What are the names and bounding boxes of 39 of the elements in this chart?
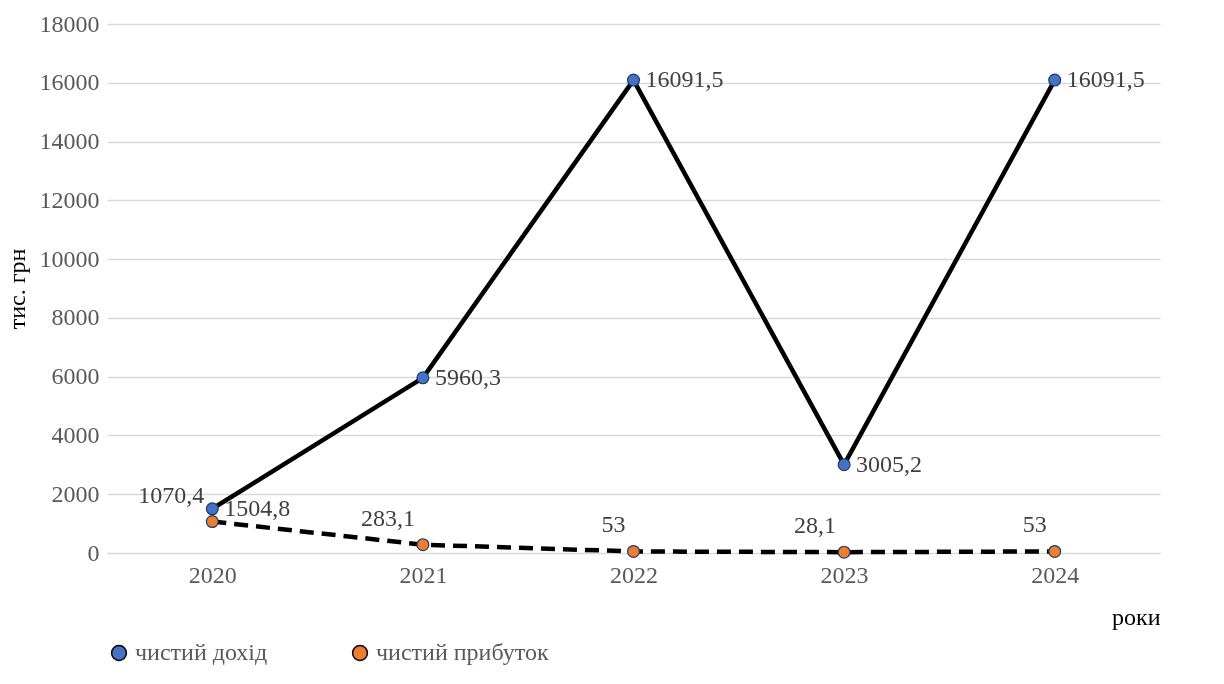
data-label: 283,1: [360, 504, 415, 531]
point: [1048, 73, 1062, 87]
data-label: 1504,8: [224, 494, 291, 521]
x-axis-title: роки: [1111, 603, 1161, 630]
x-tick-label: 2022: [610, 561, 658, 588]
y-tick-label: 18000: [39, 10, 100, 37]
y-axis-title: тис. грн: [3, 248, 30, 330]
point: [416, 538, 430, 552]
x-tick-label: 2021: [399, 561, 448, 588]
x-tick-label: 2020: [188, 561, 237, 588]
data-label: 53: [601, 511, 626, 538]
y-tick-label: 8000: [51, 304, 100, 331]
x-tick-label: 2023: [820, 561, 869, 588]
y-tick-label: 2000: [51, 480, 100, 507]
point: [626, 73, 641, 87]
y-tick-label: 10000: [39, 245, 100, 272]
y-tick-label: 14000: [39, 128, 100, 155]
y-tick-label: 4000: [51, 421, 100, 448]
data-label: 3005,2: [856, 450, 923, 477]
x-tick-label: 2024: [1031, 561, 1080, 588]
data-label: 1070,4: [138, 481, 205, 508]
point: [205, 502, 219, 516]
y-tick-label: 0: [87, 539, 100, 566]
point: [1048, 544, 1062, 558]
y-tick-label: 16000: [39, 69, 100, 96]
data-label: 28,1: [794, 512, 837, 539]
legend-label: чистий прибуток: [376, 639, 549, 665]
point: [837, 545, 851, 559]
data-label: 53: [1022, 511, 1047, 538]
data-label: 16091,5: [1066, 66, 1145, 93]
point: [416, 371, 430, 385]
data-label: 16091,5: [645, 66, 724, 93]
y-tick-label: 12000: [39, 186, 100, 213]
point: [837, 458, 851, 472]
y-tick-label: 6000: [51, 363, 100, 390]
point: [205, 515, 219, 529]
legend-label: чистий дохід: [135, 639, 268, 665]
point: [626, 544, 641, 558]
data-label: 5960,3: [434, 363, 501, 390]
